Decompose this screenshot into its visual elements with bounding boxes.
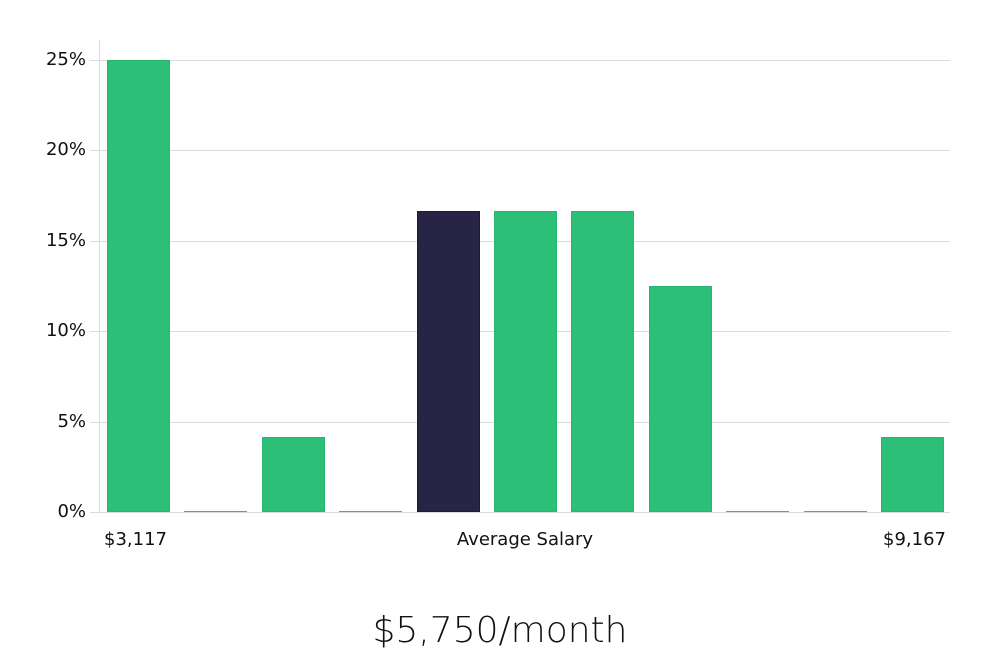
y-tick-label: 15% [45, 230, 86, 251]
bar [571, 211, 634, 512]
gridline [90, 512, 950, 513]
x-axis-title: Average Salary [456, 529, 594, 550]
gridline [90, 60, 950, 61]
y-axis-line [99, 40, 100, 513]
average-salary-value: $5,750/month [372, 610, 628, 651]
bar [262, 437, 325, 512]
y-tick-label: 25% [45, 49, 86, 70]
bar [881, 437, 944, 512]
bar [726, 511, 789, 512]
bar [804, 511, 867, 512]
y-tick-label: 0% [57, 501, 86, 522]
bar [107, 60, 170, 512]
bar [494, 211, 557, 512]
y-tick-label: 5% [57, 411, 86, 432]
y-tick-label: 20% [45, 139, 86, 160]
x-max-label: $9,167 [883, 529, 946, 550]
x-min-label: $3,117 [104, 529, 167, 550]
gridline [90, 150, 950, 151]
bar-highlighted [417, 211, 480, 512]
bar [649, 286, 712, 512]
bar [184, 511, 247, 512]
bar [339, 511, 402, 512]
y-tick-label: 10% [45, 320, 86, 341]
